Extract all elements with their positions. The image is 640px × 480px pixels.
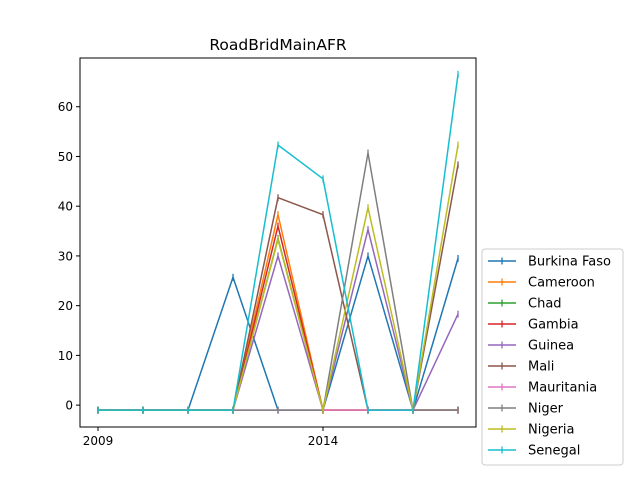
legend-item: Senegal [488,444,580,459]
series-nigeria [97,141,459,414]
legend-label: Mali [528,360,554,375]
series-burkina-faso [97,252,459,414]
legend-box [481,248,624,466]
y-tick-label: 30 [58,249,73,263]
series-line [98,237,458,411]
series-line [98,144,459,411]
legend-item: Burkina Faso [488,255,611,270]
y-tick-label: 50 [58,150,73,164]
legend-label: Chad [528,297,562,312]
y-tick-label: 40 [58,200,73,214]
legend-label: Cameroon [528,276,595,291]
y-tick-label: 20 [58,299,73,313]
plot-frame [79,57,477,428]
legend-label: Nigeria [528,423,575,438]
legend-label: Niger [528,402,564,417]
series-guinea [97,226,459,414]
legend-item: Niger [488,402,564,417]
legend-label: Gambia [528,318,579,333]
series-gambia [97,222,459,414]
legend-item: Nigeria [488,423,575,438]
legend-item: Chad [488,297,562,312]
legend-item: Cameroon [488,276,595,291]
chart-title: RoadBridMainAFR [209,36,347,54]
legend-label: Burkina Faso [528,255,611,270]
series-senegal [97,70,459,414]
legend-label: Guinea [528,339,574,354]
x-tick-label: 2014 [308,434,339,448]
legend-item: Mauritania [488,381,597,396]
x-axis: 2009 2014 [83,427,339,448]
legend-item: Guinea [488,339,574,354]
y-tick-label: 0 [65,399,73,413]
y-axis: 0 10 20 30 40 50 60 [58,100,80,413]
series-line [98,255,459,411]
series-chad [97,235,459,414]
legend-item: Gambia [488,318,579,333]
y-tick-label: 60 [58,100,73,114]
plot-area [97,70,459,414]
legend: Burkina Faso Cameroon Chad Gambia Guinea Mali… [481,248,624,466]
legend-item: Mali [488,360,554,375]
legend-label: Senegal [528,444,580,459]
legend-label: Mauritania [528,381,597,396]
x-tick-label: 2009 [83,434,114,448]
y-tick-label: 10 [58,349,73,363]
